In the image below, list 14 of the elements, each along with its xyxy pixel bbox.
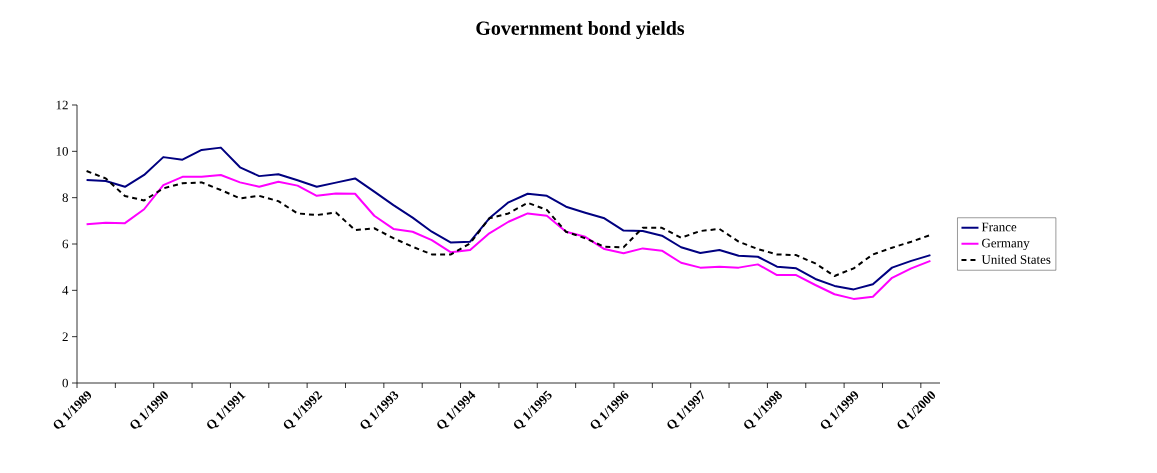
legend-label: United States — [981, 254, 1051, 264]
y-tick-label: 10 — [56, 146, 68, 156]
y-tick-label: 4 — [62, 286, 69, 295]
y-tick-label: 12 — [56, 100, 68, 110]
chart-title: Government bond yields — [476, 20, 685, 40]
y-tick-label: 8 — [62, 193, 68, 203]
y-tick-label: 0 — [62, 378, 68, 388]
line-series — [85, 170, 932, 277]
y-tick-label: 2 — [62, 332, 68, 341]
legend-label: France — [981, 222, 1017, 232]
legend-label: Germany — [982, 238, 1030, 251]
line-series — [85, 173, 932, 300]
line-series — [85, 146, 932, 291]
y-tick-label: 6 — [62, 239, 69, 249]
